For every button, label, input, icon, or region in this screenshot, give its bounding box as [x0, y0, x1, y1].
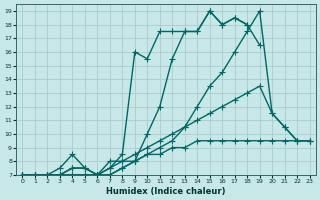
X-axis label: Humidex (Indice chaleur): Humidex (Indice chaleur)	[106, 187, 226, 196]
